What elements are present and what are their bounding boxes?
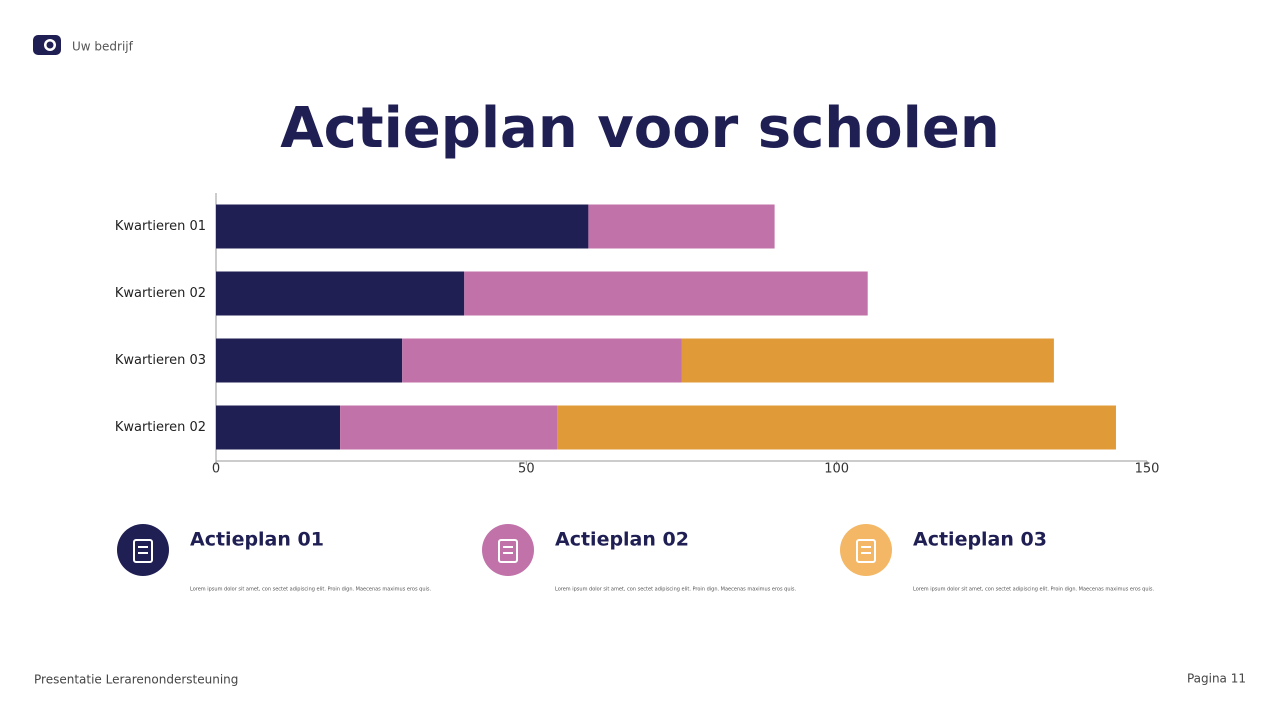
bar-segment <box>216 204 589 249</box>
chart-title: Actieplan voor scholen <box>280 96 999 161</box>
logo <box>33 35 61 55</box>
bar-segment <box>216 338 403 383</box>
card-icon <box>840 524 892 576</box>
bar-segment <box>340 405 558 450</box>
bar-segment <box>557 405 1116 450</box>
y-tick-label: Kwartieren 02 <box>115 286 206 301</box>
y-tick-label: Kwartieren 01 <box>115 219 206 234</box>
x-tick-label: 0 <box>212 462 220 477</box>
footer-right: Pagina 11 <box>1187 672 1246 686</box>
footer-left: Presentatie Lerarenondersteuning <box>34 673 238 687</box>
card-title: Actieplan 02 <box>555 529 689 551</box>
cards: Actieplan 01 Lorem ipsum dolor sit amet, … <box>117 524 1154 593</box>
bar-segment <box>681 338 1054 383</box>
bar-segment <box>216 271 465 316</box>
card-icon-glyph <box>498 539 518 563</box>
bar-segment <box>588 204 775 249</box>
card-title: Actieplan 03 <box>913 529 1047 551</box>
card-text: Lorem ipsum dolor sit amet, con sectet a… <box>555 587 796 593</box>
x-tick-label: 50 <box>518 462 535 477</box>
card-icon <box>482 524 534 576</box>
x-tick-label: 100 <box>824 462 849 477</box>
card-text: Lorem ipsum dolor sit amet, con sectet a… <box>913 587 1154 593</box>
card-icon-glyph <box>133 539 153 563</box>
card-title: Actieplan 01 <box>190 529 324 551</box>
bar-segment <box>216 405 341 450</box>
card-text: Lorem ipsum dolor sit amet, con sectet a… <box>190 587 431 593</box>
x-tick-label: 150 <box>1135 462 1160 477</box>
bar-segment <box>464 271 868 316</box>
bar-segment <box>402 338 682 383</box>
card-icon-glyph <box>856 539 876 563</box>
card-icon <box>117 524 169 576</box>
brand: Uw bedrijf <box>72 40 134 54</box>
y-tick-label: Kwartieren 03 <box>115 353 206 368</box>
y-tick-label: Kwartieren 02 <box>115 420 206 435</box>
